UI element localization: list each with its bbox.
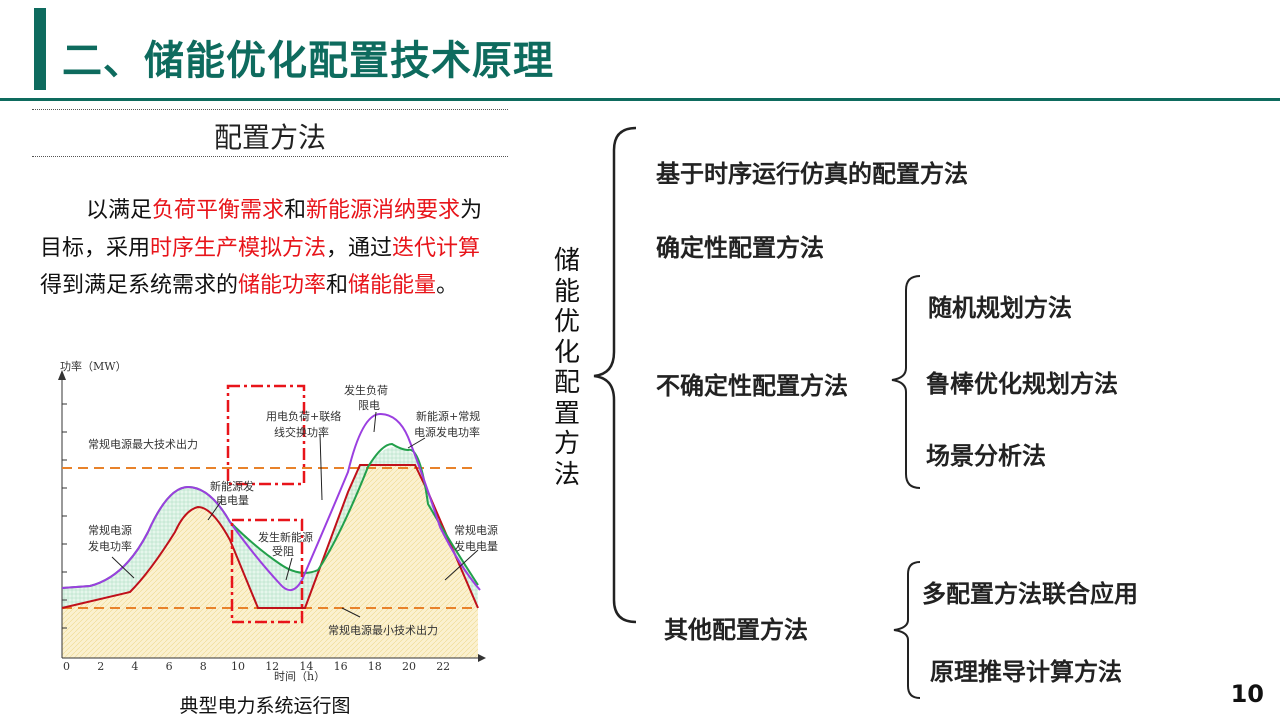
min-output-label: 常规电源最小技术出力 bbox=[328, 623, 438, 637]
x-axis-arrow bbox=[478, 654, 486, 662]
method-stochastic-programming: 随机规划方法 bbox=[928, 294, 1072, 322]
conv-energy-label-1: 常规电源 bbox=[454, 523, 498, 537]
body-text: 和 bbox=[326, 273, 349, 298]
method-derivation-calculation: 原理推导计算方法 bbox=[930, 658, 1122, 686]
body-text: 。 bbox=[436, 273, 459, 298]
vertical-label-char: 法 bbox=[553, 459, 580, 490]
section-title: 配置方法 bbox=[213, 121, 326, 154]
highlight-text: 储能功率 bbox=[238, 273, 327, 298]
x-tick-label: 16 bbox=[334, 660, 348, 673]
body-text: 为目标，采用 bbox=[40, 198, 483, 261]
vertical-label-char: 优 bbox=[553, 307, 580, 337]
method-timeseries-simulation: 基于时序运行仿真的配置方法 bbox=[656, 160, 968, 188]
x-tick-label: 10 bbox=[231, 660, 245, 673]
x-tick-label: 12 bbox=[265, 660, 279, 673]
base-area bbox=[62, 608, 478, 658]
load-limit-label-1: 发生负荷 bbox=[344, 383, 388, 397]
other-brace bbox=[893, 561, 921, 699]
load-curve bbox=[61, 412, 481, 591]
method-combined-application: 多配置方法联合应用 bbox=[922, 580, 1138, 608]
load-tie-label-2: 线交换功率 bbox=[274, 425, 329, 439]
curtailment-label-1: 发生新能源 bbox=[258, 530, 313, 544]
x-tick-label: 14 bbox=[299, 660, 313, 673]
body-text: ，通过 bbox=[326, 235, 393, 261]
curtailment-label-2: 受阻 bbox=[272, 545, 294, 558]
highlight-text: 新能源消纳要求 bbox=[306, 198, 461, 223]
renewable-energy-area bbox=[62, 446, 478, 608]
method-other: 其他配置方法 bbox=[664, 616, 808, 644]
vertical-label-char: 能 bbox=[553, 276, 580, 307]
method-deterministic: 确定性配置方法 bbox=[656, 234, 824, 262]
curtailment-box bbox=[230, 518, 304, 624]
load-tie-label-1: 用电负荷+联络 bbox=[266, 409, 341, 423]
x-tick-label: 2 bbox=[97, 660, 104, 673]
conventional-power-curve bbox=[61, 464, 479, 609]
vertical-label-storage-methods: 储能优化配置方法 bbox=[552, 246, 582, 490]
vertical-label-char: 化 bbox=[553, 337, 580, 368]
uncertain-brace bbox=[891, 275, 921, 489]
x-tick-label: 20 bbox=[402, 660, 416, 673]
renew-energy-label-2: 电电量 bbox=[216, 494, 249, 507]
power-system-operation-chart: 功率（MW） 常规电源最大技术出力 常规电源最小技术出力 常规电源 发电功率 常… bbox=[58, 359, 498, 683]
highlight-text: 时序生产模拟方法 bbox=[150, 235, 327, 261]
vertical-label-char: 方 bbox=[553, 429, 580, 459]
vertical-label-char: 置 bbox=[553, 398, 580, 429]
conv-power-label-1: 常规电源 bbox=[88, 523, 132, 537]
y-axis-arrow bbox=[58, 370, 66, 380]
conv-energy-label-2: 发电电量 bbox=[454, 539, 498, 553]
x-tick-label: 8 bbox=[200, 660, 207, 673]
conventional-energy-area bbox=[62, 465, 478, 608]
highlight-text: 储能能量 bbox=[348, 273, 437, 298]
body-text: 以满足 bbox=[86, 198, 153, 223]
page-number: 10 bbox=[1230, 680, 1264, 708]
x-axis-label: 时间（h） bbox=[274, 670, 325, 683]
x-tick-label: 18 bbox=[368, 660, 382, 673]
vertical-label-char: 配 bbox=[553, 368, 580, 398]
conv-power-label-2: 发电功率 bbox=[88, 539, 132, 553]
section-divider-bottom bbox=[32, 156, 508, 157]
title-underline bbox=[0, 98, 1280, 101]
max-output-label: 常规电源最大技术出力 bbox=[88, 437, 198, 451]
renew-energy-label-1: 新能源发 bbox=[210, 479, 254, 493]
highlight-text: 负荷平衡需求 bbox=[152, 198, 285, 223]
method-uncertain: 不确定性配置方法 bbox=[656, 372, 848, 400]
slide-title: 二、储能优化配置技术原理 bbox=[62, 38, 554, 84]
renew-conv-label-2: 电源发电功率 bbox=[414, 425, 480, 439]
vertical-label-char: 储 bbox=[553, 246, 580, 276]
x-tick-label: 0 bbox=[63, 660, 70, 673]
chart-caption: 典型电力系统运行图 bbox=[179, 695, 351, 717]
method-robust-optimization: 鲁棒优化规划方法 bbox=[926, 370, 1118, 398]
x-tick-label: 22 bbox=[436, 660, 450, 673]
load-limit-label-2: 限电 bbox=[358, 399, 380, 412]
main-brace bbox=[593, 126, 637, 624]
description-paragraph: 以满足负荷平衡需求和新能源消纳要求为目标，采用时序生产模拟方法，通过迭代计算得到… bbox=[40, 192, 502, 305]
load-limit-box bbox=[226, 384, 306, 486]
y-axis-label: 功率（MW） bbox=[60, 359, 127, 373]
title-accent-bar bbox=[34, 8, 46, 90]
body-text: 得到满足系统需求的 bbox=[40, 273, 239, 298]
method-scenario-analysis: 场景分析法 bbox=[926, 442, 1046, 470]
section-divider-top bbox=[32, 109, 508, 110]
body-text: 和 bbox=[284, 198, 307, 223]
x-tick-label: 4 bbox=[131, 660, 138, 673]
renew-conv-label-1: 新能源+常规 bbox=[416, 409, 480, 423]
x-tick-label: 6 bbox=[166, 660, 173, 673]
highlight-text: 迭代计算 bbox=[392, 235, 481, 261]
